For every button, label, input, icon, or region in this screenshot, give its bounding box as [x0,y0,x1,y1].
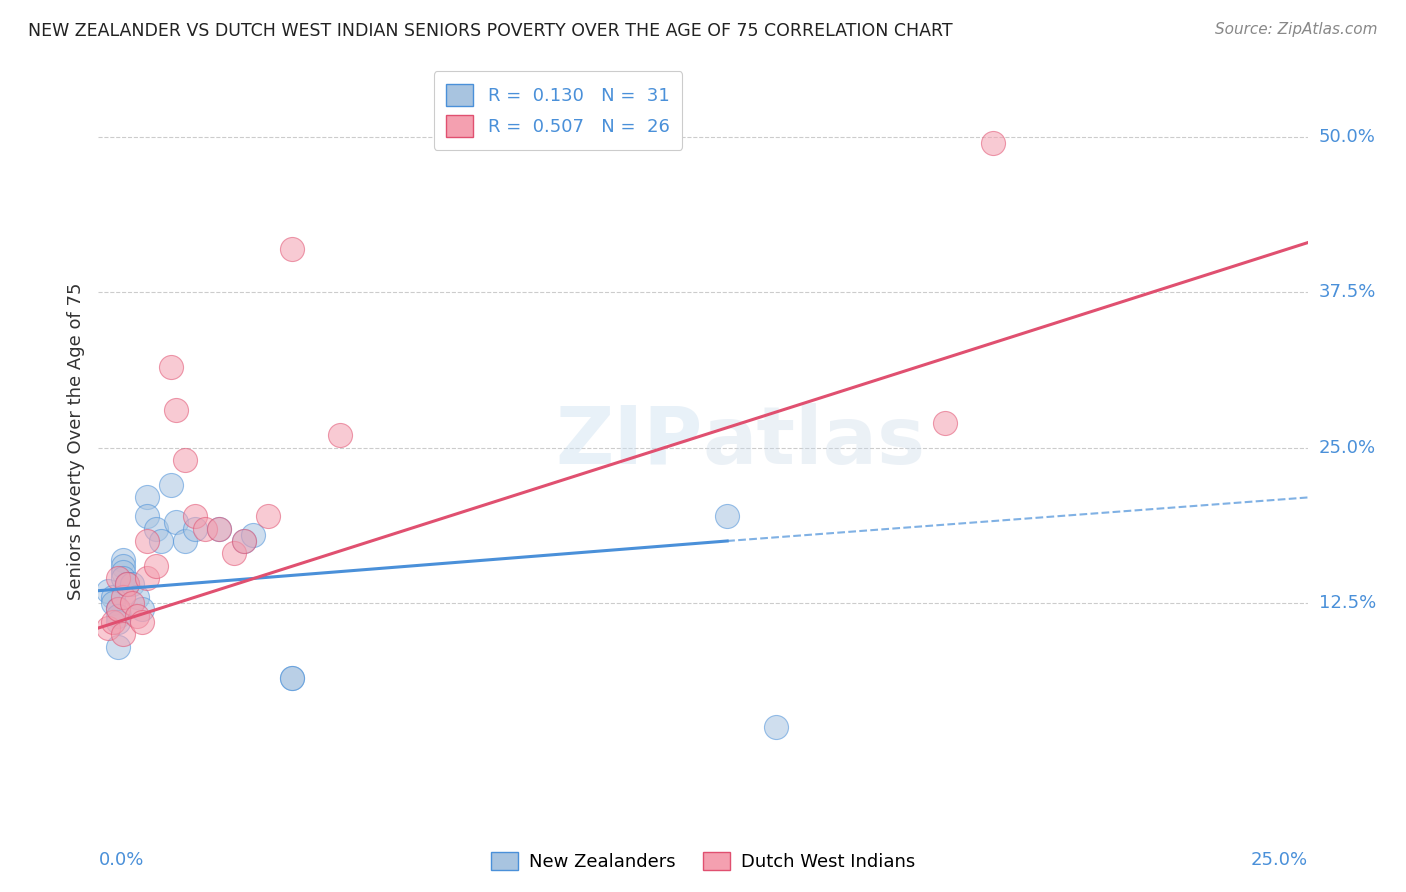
Point [981,136,1004,151]
Point [174,533,197,548]
Point [208,522,231,536]
Legend: New Zealanders, Dutch West Indians: New Zealanders, Dutch West Indians [484,845,922,879]
Point [127,590,149,604]
Point [145,522,167,536]
Point [107,571,129,585]
Point [101,615,124,629]
Point [184,509,207,524]
Point [174,453,197,467]
Point [131,602,153,616]
Point [101,590,124,604]
Point [208,522,231,536]
Point [121,596,143,610]
Point [184,522,207,536]
Text: 12.5%: 12.5% [1319,594,1376,612]
Point [135,533,157,548]
Point [222,546,245,560]
Text: 0.0%: 0.0% [98,851,143,869]
Text: ZIP: ZIP [555,402,703,481]
Text: 25.0%: 25.0% [1319,439,1376,457]
Point [194,522,217,536]
Point [165,403,187,417]
Text: 50.0%: 50.0% [1319,128,1375,146]
Point [97,621,120,635]
Point [121,577,143,591]
Point [232,533,254,548]
Point [256,509,278,524]
Text: NEW ZEALANDER VS DUTCH WEST INDIAN SENIORS POVERTY OVER THE AGE OF 75 CORRELATIO: NEW ZEALANDER VS DUTCH WEST INDIAN SENIO… [28,22,953,40]
Point [135,571,157,585]
Point [281,671,304,685]
Text: atlas: atlas [703,402,927,481]
Point [111,571,134,585]
Point [127,608,149,623]
Point [131,615,153,629]
Point [150,533,173,548]
Point [135,491,157,505]
Text: 25.0%: 25.0% [1250,851,1308,869]
Point [145,558,167,573]
Point [111,565,134,579]
Point [107,602,129,616]
Point [97,583,120,598]
Point [765,720,787,734]
Point [160,478,183,492]
Point [111,558,134,573]
Point [329,428,352,442]
Point [101,596,124,610]
Y-axis label: Seniors Poverty Over the Age of 75: Seniors Poverty Over the Age of 75 [66,283,84,600]
Point [281,242,304,256]
Point [107,615,129,629]
Point [107,608,129,623]
Point [232,533,254,548]
Point [111,590,134,604]
Point [107,602,129,616]
Point [117,577,139,591]
Point [117,577,139,591]
Point [160,359,183,374]
Point [111,552,134,566]
Point [716,509,738,524]
Point [165,516,187,530]
Legend: R =  0.130   N =  31, R =  0.507   N =  26: R = 0.130 N = 31, R = 0.507 N = 26 [433,71,682,150]
Point [281,671,304,685]
Point [242,528,264,542]
Text: 37.5%: 37.5% [1319,284,1376,301]
Text: Source: ZipAtlas.com: Source: ZipAtlas.com [1215,22,1378,37]
Point [111,627,134,641]
Point [107,640,129,654]
Point [135,509,157,524]
Point [117,577,139,591]
Point [934,416,956,430]
